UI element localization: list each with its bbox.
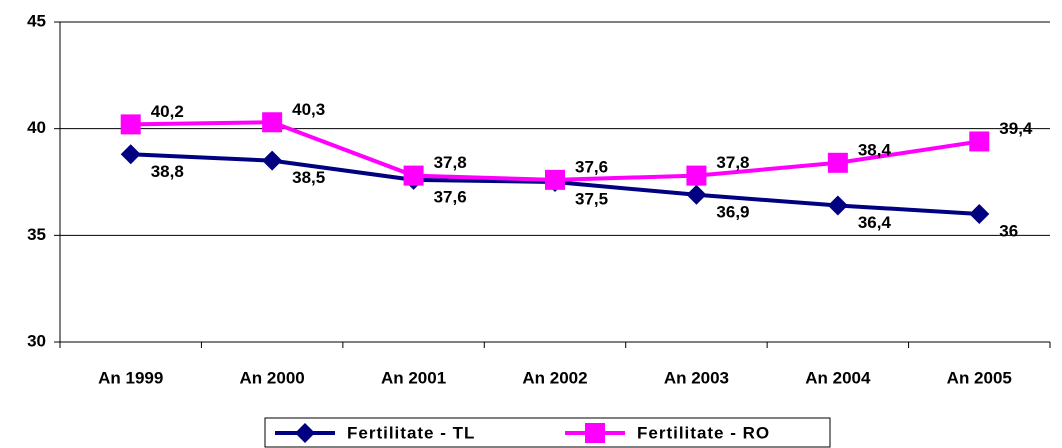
value-label: 36 xyxy=(999,221,1018,240)
point xyxy=(686,184,707,205)
legend-box xyxy=(264,417,831,448)
point xyxy=(545,169,565,190)
legend-marker xyxy=(585,423,605,443)
point xyxy=(403,165,424,186)
value-label: 38,4 xyxy=(858,140,892,159)
value-label: 36,9 xyxy=(716,202,749,221)
point xyxy=(969,131,990,152)
y-tick-label: 40 xyxy=(27,118,46,137)
x-tick-label: An 2000 xyxy=(240,368,305,387)
point xyxy=(827,152,848,173)
point xyxy=(262,112,283,133)
point xyxy=(827,195,848,216)
x-tick-label: An 2004 xyxy=(805,368,871,387)
value-label: 37,6 xyxy=(575,157,608,176)
value-label: 37,6 xyxy=(434,187,467,206)
y-tick-label: 45 xyxy=(27,11,46,30)
value-label: 38,5 xyxy=(292,168,325,187)
value-label: 37,8 xyxy=(716,153,749,172)
value-label: 39,4 xyxy=(999,119,1033,138)
value-label: 40,3 xyxy=(292,100,325,119)
point xyxy=(120,114,141,135)
x-tick-label: An 2002 xyxy=(522,368,587,387)
value-label: 38,8 xyxy=(151,162,184,181)
value-label: 36,4 xyxy=(858,213,892,232)
y-tick-label: 30 xyxy=(27,331,46,350)
value-label: 37,8 xyxy=(434,153,467,172)
value-label: 40,2 xyxy=(151,102,184,121)
x-tick-label: An 2003 xyxy=(664,368,729,387)
point xyxy=(120,144,141,165)
x-tick-label: An 2001 xyxy=(381,368,446,387)
x-tick-label: An 2005 xyxy=(947,368,1012,387)
legend-label: Fertilitate - RO xyxy=(637,423,770,442)
point xyxy=(686,165,707,186)
point xyxy=(969,204,990,224)
value-label: 37,5 xyxy=(575,189,608,208)
x-tick-label: An 1999 xyxy=(98,368,163,387)
y-tick-label: 35 xyxy=(27,225,46,244)
point xyxy=(262,150,283,171)
legend-label: Fertilitate - TL xyxy=(347,423,475,442)
legend-marker xyxy=(295,423,315,443)
